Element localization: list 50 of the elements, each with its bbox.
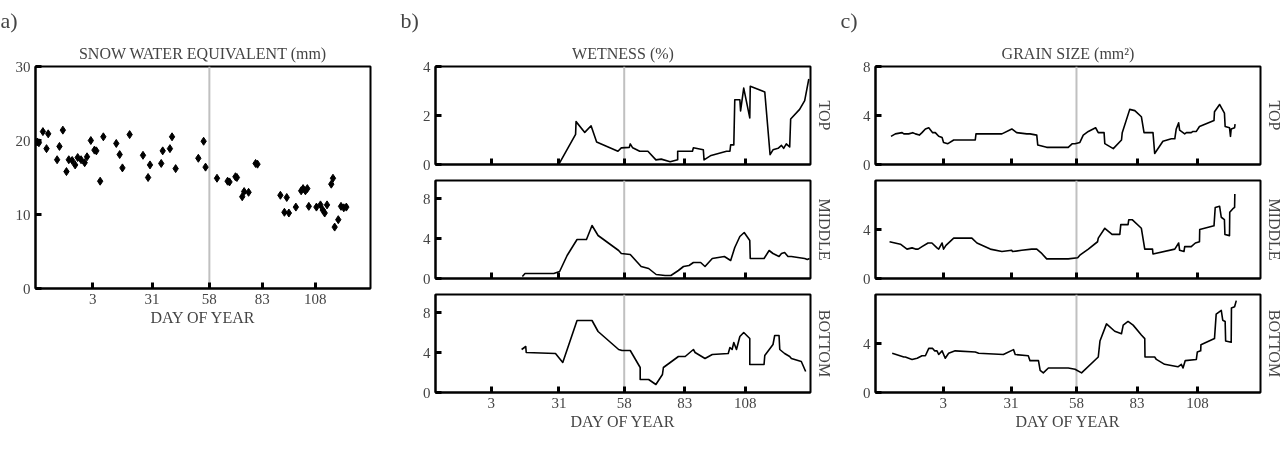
x-tick-label: 58 <box>1068 394 1084 411</box>
x-axis-title: DAY OF YEAR <box>1015 412 1120 430</box>
x-tick-label: 31 <box>144 290 160 307</box>
y-tick-label: 30 <box>15 58 31 75</box>
y-tick-label: 0 <box>423 384 431 401</box>
y-tick-label: 0 <box>863 270 871 287</box>
x-tick-label: 108 <box>304 290 327 307</box>
text: TOP <box>815 100 833 131</box>
text: b) <box>400 7 419 33</box>
x-tick-label: 3 <box>89 290 97 307</box>
x-tick-label: 3 <box>487 394 495 411</box>
y-tick-label: 4 <box>423 344 431 361</box>
x-axis-title: DAY OF YEAR <box>570 412 675 430</box>
text: MIDDLE <box>1265 198 1283 261</box>
text: c) <box>840 7 858 33</box>
x-tick-label: 3 <box>939 394 948 411</box>
y-tick-label: 2 <box>423 107 431 124</box>
x-axis-title: DAY OF YEAR <box>150 308 255 326</box>
x-tick-label: 58 <box>616 394 632 411</box>
x-tick-label: 108 <box>733 394 757 411</box>
text: MIDDLE <box>815 198 833 261</box>
y-tick-label: 4 <box>423 230 431 247</box>
y-tick-label: 4 <box>863 221 871 238</box>
y-tick-label: 10 <box>15 206 31 223</box>
y-tick-label: 4 <box>863 107 871 124</box>
text: a) <box>0 7 18 33</box>
x-tick-label: 58 <box>201 290 217 307</box>
chart-title: GRAIN SIZE (mm²) <box>1001 44 1135 63</box>
x-tick-label: 83 <box>254 290 270 307</box>
y-tick-label: 8 <box>863 58 871 75</box>
y-tick-label: 0 <box>863 156 871 173</box>
y-tick-label: 4 <box>863 335 871 352</box>
text: BOTTOM <box>1265 309 1283 378</box>
y-tick-label: 0 <box>423 156 431 173</box>
text: BOTTOM <box>815 309 833 378</box>
chart-title: SNOW WATER EQUIVALENT (mm) <box>78 44 327 63</box>
x-tick-label: 83 <box>677 394 693 411</box>
y-tick-label: 4 <box>423 58 431 75</box>
x-tick-label: 31 <box>551 394 567 411</box>
x-tick-label: 31 <box>1003 394 1019 411</box>
x-tick-label: 83 <box>1129 394 1145 411</box>
y-tick-label: 0 <box>863 384 871 401</box>
y-tick-label: 20 <box>15 132 31 149</box>
y-tick-label: 8 <box>423 190 431 207</box>
y-tick-label: 8 <box>423 304 431 321</box>
y-tick-label: 0 <box>423 270 431 287</box>
x-tick-label: 108 <box>1186 394 1209 411</box>
chart-title: WETNESS (%) <box>572 44 674 63</box>
y-tick-label: 0 <box>23 280 31 297</box>
text: TOP <box>1265 100 1283 131</box>
